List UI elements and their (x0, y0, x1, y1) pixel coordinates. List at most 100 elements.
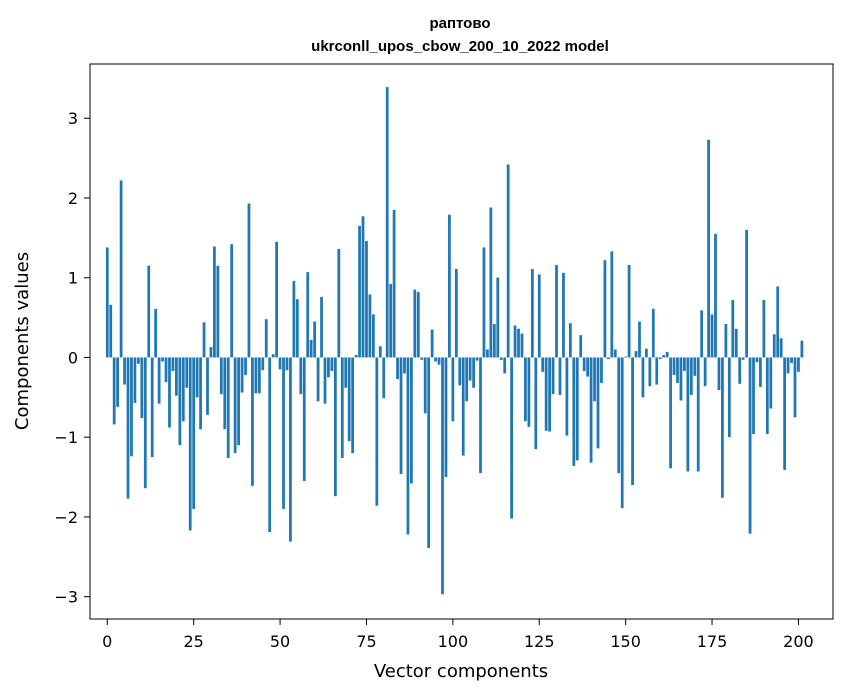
x-tick-label: 100 (438, 632, 469, 651)
bar-62 (320, 296, 323, 358)
y-tick-label: 1 (68, 269, 78, 288)
y-tick-label: 3 (68, 109, 78, 128)
bar-29 (206, 357, 209, 415)
bar-127 (544, 357, 548, 431)
bar-172 (700, 310, 704, 358)
bar-168 (686, 357, 690, 472)
bar-195 (779, 338, 783, 358)
bar-21 (178, 357, 182, 446)
bar-8 (133, 357, 137, 403)
bar-123 (530, 268, 534, 358)
bar-18 (168, 357, 171, 428)
x-tick-label: 25 (183, 632, 203, 651)
bar-116 (506, 164, 510, 358)
bar-119 (517, 328, 520, 358)
bar-113 (496, 277, 500, 358)
bar-125 (537, 274, 541, 358)
bar-120 (520, 333, 524, 358)
bar-175 (710, 314, 714, 358)
x-axis-label: Vector components (374, 661, 548, 682)
bar-186 (748, 357, 752, 534)
bar-190 (762, 300, 766, 358)
bar-124 (534, 357, 538, 450)
bar-96 (437, 357, 441, 365)
bar-0 (105, 247, 109, 358)
bar-22 (181, 357, 185, 422)
bar-34 (223, 357, 227, 430)
bar-183 (738, 357, 742, 384)
bar-19 (171, 357, 175, 372)
bar-105 (468, 357, 472, 381)
bar-54 (292, 280, 296, 358)
bar-23 (185, 357, 189, 388)
bar-71 (351, 357, 355, 454)
bar-137 (579, 335, 583, 358)
bar-57 (302, 357, 306, 482)
bar-30 (209, 347, 213, 358)
bar-84 (396, 357, 399, 379)
bar-110 (486, 349, 489, 358)
bar-99 (448, 214, 451, 358)
y-tick-label: −1 (54, 428, 78, 447)
bar-12 (147, 265, 151, 358)
bar-159 (655, 357, 659, 385)
bar-16 (161, 357, 164, 362)
bar-65 (330, 357, 334, 372)
bar-160 (658, 357, 662, 360)
bar-45 (261, 357, 265, 371)
y-tick-label: 0 (68, 348, 78, 367)
bar-76 (368, 294, 372, 358)
bar-38 (237, 357, 240, 446)
bar-149 (620, 357, 624, 509)
bar-87 (406, 357, 410, 535)
bar-92 (423, 357, 427, 414)
bar-117 (510, 357, 513, 519)
bar-189 (759, 357, 762, 387)
bar-2 (112, 357, 116, 425)
bar-148 (617, 357, 621, 474)
bar-201 (800, 340, 804, 358)
bar-101 (454, 268, 458, 358)
bar-14 (154, 308, 158, 358)
bar-70 (347, 357, 351, 442)
x-tick-label: 200 (783, 632, 814, 651)
bar-7 (130, 357, 133, 457)
bar-78 (375, 357, 379, 506)
bar-130 (555, 264, 558, 358)
bar-79 (378, 346, 382, 358)
bar-129 (551, 357, 555, 395)
bar-109 (482, 247, 486, 358)
bar-95 (434, 357, 437, 362)
bar-17 (164, 357, 168, 383)
bar-166 (679, 357, 683, 401)
bar-136 (575, 357, 579, 461)
plot-frame (89, 63, 834, 620)
bar-128 (548, 357, 552, 432)
bar-138 (582, 357, 586, 372)
bar-91 (420, 357, 424, 360)
bar-197 (786, 357, 790, 374)
bar-139 (586, 357, 590, 377)
bar-46 (264, 319, 268, 358)
bar-118 (513, 325, 517, 358)
bar-47 (268, 357, 272, 533)
bar-13 (150, 357, 154, 458)
bar-40 (244, 357, 247, 375)
bar-144 (603, 260, 607, 358)
bar-26 (195, 357, 199, 398)
bar-180 (727, 357, 731, 438)
x-tick-label: 75 (356, 632, 376, 651)
bar-135 (572, 357, 576, 466)
bar-140 (589, 357, 593, 463)
y-tick-label: 2 (68, 189, 78, 208)
bar-170 (693, 357, 697, 376)
bar-108 (479, 357, 482, 474)
bar-184 (741, 357, 745, 360)
bar-59 (309, 339, 313, 358)
bar-72 (354, 355, 358, 358)
x-tick-label: 0 (102, 632, 112, 651)
bar-58 (306, 272, 310, 358)
bar-185 (745, 229, 748, 358)
bar-97 (441, 357, 444, 595)
bar-20 (175, 357, 178, 396)
